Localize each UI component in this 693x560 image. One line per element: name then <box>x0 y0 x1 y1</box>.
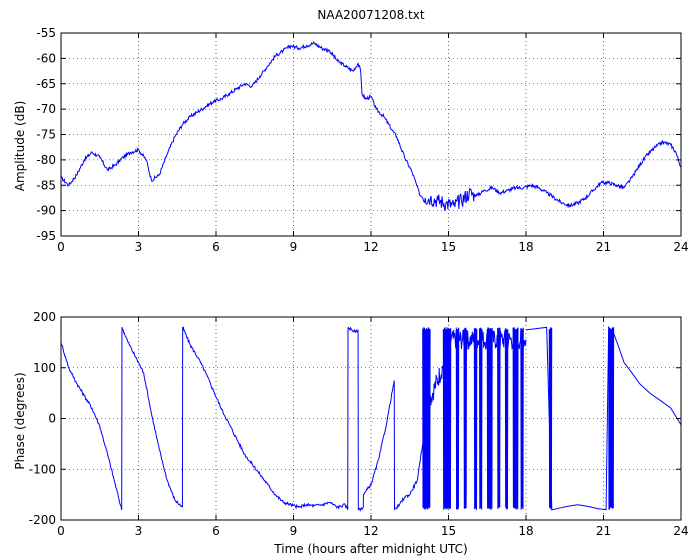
phase-wrap-oscillation <box>442 327 452 510</box>
phase-panel: 0 3 6 9 12 15 18 21 24 -200 -100 0 100 200 Phase (deg… <box>13 310 689 556</box>
amplitude-x-tick-label: 3 <box>135 240 143 254</box>
amplitude-y-tick-label: -60 <box>36 51 56 65</box>
amplitude-y-axis-label: Amplitude (dB) <box>13 101 27 192</box>
amplitude-x-tick-label: 24 <box>673 240 688 254</box>
phase-grid <box>61 317 681 520</box>
phase-x-tick-label: 9 <box>290 524 298 538</box>
phase-wrap-oscillation <box>422 327 431 510</box>
time-x-axis-label: Time (hours after midnight UTC) <box>273 542 467 556</box>
phase-x-tick-label: 18 <box>518 524 533 538</box>
phase-tail-line <box>525 325 681 511</box>
amplitude-y-tick-label: -75 <box>36 128 56 142</box>
phase-wrap-oscillation <box>497 327 501 510</box>
phase-wrap-oscillation <box>479 327 483 510</box>
phase-y-tick-label: 0 <box>48 412 56 426</box>
phase-wrap-oscillation <box>608 327 615 510</box>
amplitude-y-tick-label: -70 <box>36 102 56 116</box>
phase-x-tick-label: 21 <box>596 524 611 538</box>
amplitude-x-tick-label: 21 <box>596 240 611 254</box>
phase-series-line <box>61 326 424 512</box>
amplitude-y-tick-label: -95 <box>36 229 56 243</box>
amplitude-y-tick-label: -80 <box>36 153 56 167</box>
amplitude-series <box>61 41 681 212</box>
amplitude-title: NAA20071208.txt <box>317 8 424 22</box>
phase-y-tick-label: 100 <box>33 361 56 375</box>
phase-wrap-oscillation <box>512 327 519 510</box>
phase-axes: 0 3 6 9 12 15 18 21 24 -200 -100 0 100 200 <box>29 310 689 538</box>
phase-wrap-oscillation <box>473 328 478 510</box>
amplitude-grid <box>61 33 681 236</box>
phase-wrap-oscillation <box>463 327 467 509</box>
phase-wrap-oscillation <box>504 328 509 510</box>
amplitude-x-tick-label: 12 <box>363 240 378 254</box>
phase-x-tick-label: 3 <box>135 524 143 538</box>
phase-y-axis-label: Phase (degrees) <box>13 372 27 469</box>
amplitude-y-tick-label: -55 <box>36 26 56 40</box>
amplitude-series-line <box>61 41 681 212</box>
amplitude-x-tick-label: 15 <box>441 240 456 254</box>
phase-noisy-band <box>429 329 527 406</box>
phase-x-tick-label: 0 <box>57 524 65 538</box>
amplitude-panel: NAA20071208.txt 0 3 6 9 12 15 18 21 24 -95 -90 -85 -… <box>13 8 689 254</box>
phase-x-tick-label: 15 <box>441 524 456 538</box>
phase-wrap-oscillation <box>455 327 460 510</box>
amplitude-y-tick-label: -90 <box>36 204 56 218</box>
phase-wrap-oscillation <box>520 327 524 510</box>
amplitude-y-tick-label: -85 <box>36 178 56 192</box>
amplitude-plot-area <box>61 41 681 212</box>
phase-x-tick-label: 6 <box>212 524 220 538</box>
phase-plot-area <box>61 325 681 512</box>
phase-y-tick-label: 200 <box>33 310 56 324</box>
phase-y-tick-label: -100 <box>29 462 56 476</box>
amplitude-x-tick-label: 0 <box>57 240 65 254</box>
phase-series <box>61 325 681 512</box>
phase-wrap-oscillation <box>486 327 493 510</box>
amplitude-x-tick-label: 6 <box>212 240 220 254</box>
amplitude-x-tick-label: 9 <box>290 240 298 254</box>
phase-x-tick-label: 24 <box>673 524 688 538</box>
phase-x-tick-label: 12 <box>363 524 378 538</box>
amplitude-x-tick-label: 18 <box>518 240 533 254</box>
amplitude-y-tick-label: -65 <box>36 77 56 91</box>
amplitude-axes: 0 3 6 9 12 15 18 21 24 -95 -90 -85 -80 -75 -70 -65 -60 -5… <box>36 26 688 254</box>
phase-y-tick-label: -200 <box>29 513 56 527</box>
